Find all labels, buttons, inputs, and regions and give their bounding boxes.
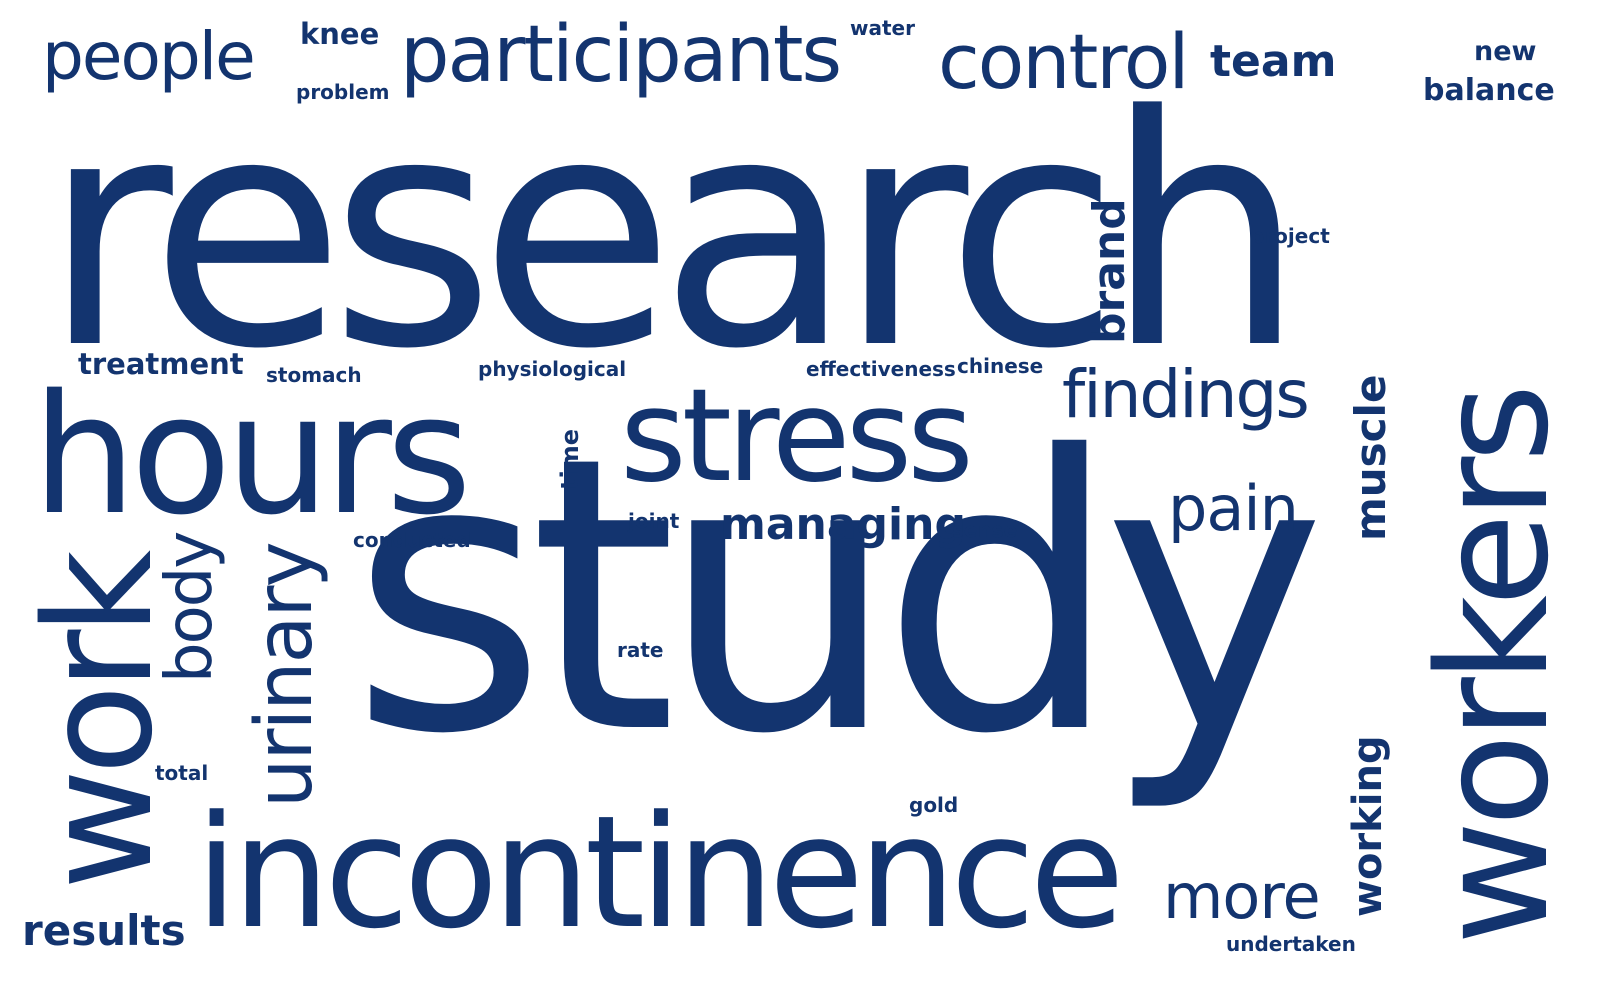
word-brand: brand — [1084, 198, 1135, 344]
word-managing: managing — [720, 499, 966, 550]
word-project: project — [1250, 224, 1330, 248]
word-sense: sense — [952, 518, 1018, 542]
word-incontinence: incontinence — [195, 782, 1125, 963]
word-urinary: urinary — [240, 543, 330, 808]
word-total: total — [155, 761, 209, 785]
word-more: more — [1163, 860, 1321, 933]
word-knee: knee — [300, 17, 380, 51]
word-findings: findings — [1062, 356, 1310, 433]
word-time: time — [556, 429, 584, 490]
word-gold: gold — [909, 793, 959, 817]
word-working: working — [1345, 735, 1391, 917]
word-people: people — [42, 18, 256, 95]
word-hours: hours — [32, 359, 472, 551]
word-results: results — [22, 906, 186, 955]
word-physiological: physiological — [478, 357, 627, 381]
word-study: study — [350, 377, 1326, 817]
word-conducted: conducted — [353, 528, 471, 552]
word-team: team — [1210, 36, 1337, 87]
word-new: new — [1474, 36, 1537, 67]
word-pain: pain — [1168, 472, 1299, 545]
word-body: body — [153, 532, 227, 683]
word-work: work — [13, 555, 185, 890]
word-undertaken: undertaken — [1226, 932, 1356, 956]
word-stomach: stomach — [266, 363, 362, 387]
word-control: control — [938, 17, 1189, 106]
word-problem: problem — [296, 80, 390, 104]
word-effectiveness: effectiveness — [806, 357, 956, 381]
word-research: research — [42, 48, 1306, 418]
word-participants: participants — [400, 10, 842, 100]
word-rate: rate — [617, 638, 664, 662]
word-balance: balance — [1423, 73, 1555, 108]
word-workers: workers — [1405, 389, 1582, 945]
word-chinese: chinese — [957, 354, 1044, 378]
word-water: water — [850, 16, 915, 40]
word-treatment: treatment — [78, 347, 244, 381]
word-stress: stress — [620, 362, 974, 511]
word-joint: joint — [628, 509, 680, 533]
word-muscle: muscle — [1346, 374, 1395, 541]
